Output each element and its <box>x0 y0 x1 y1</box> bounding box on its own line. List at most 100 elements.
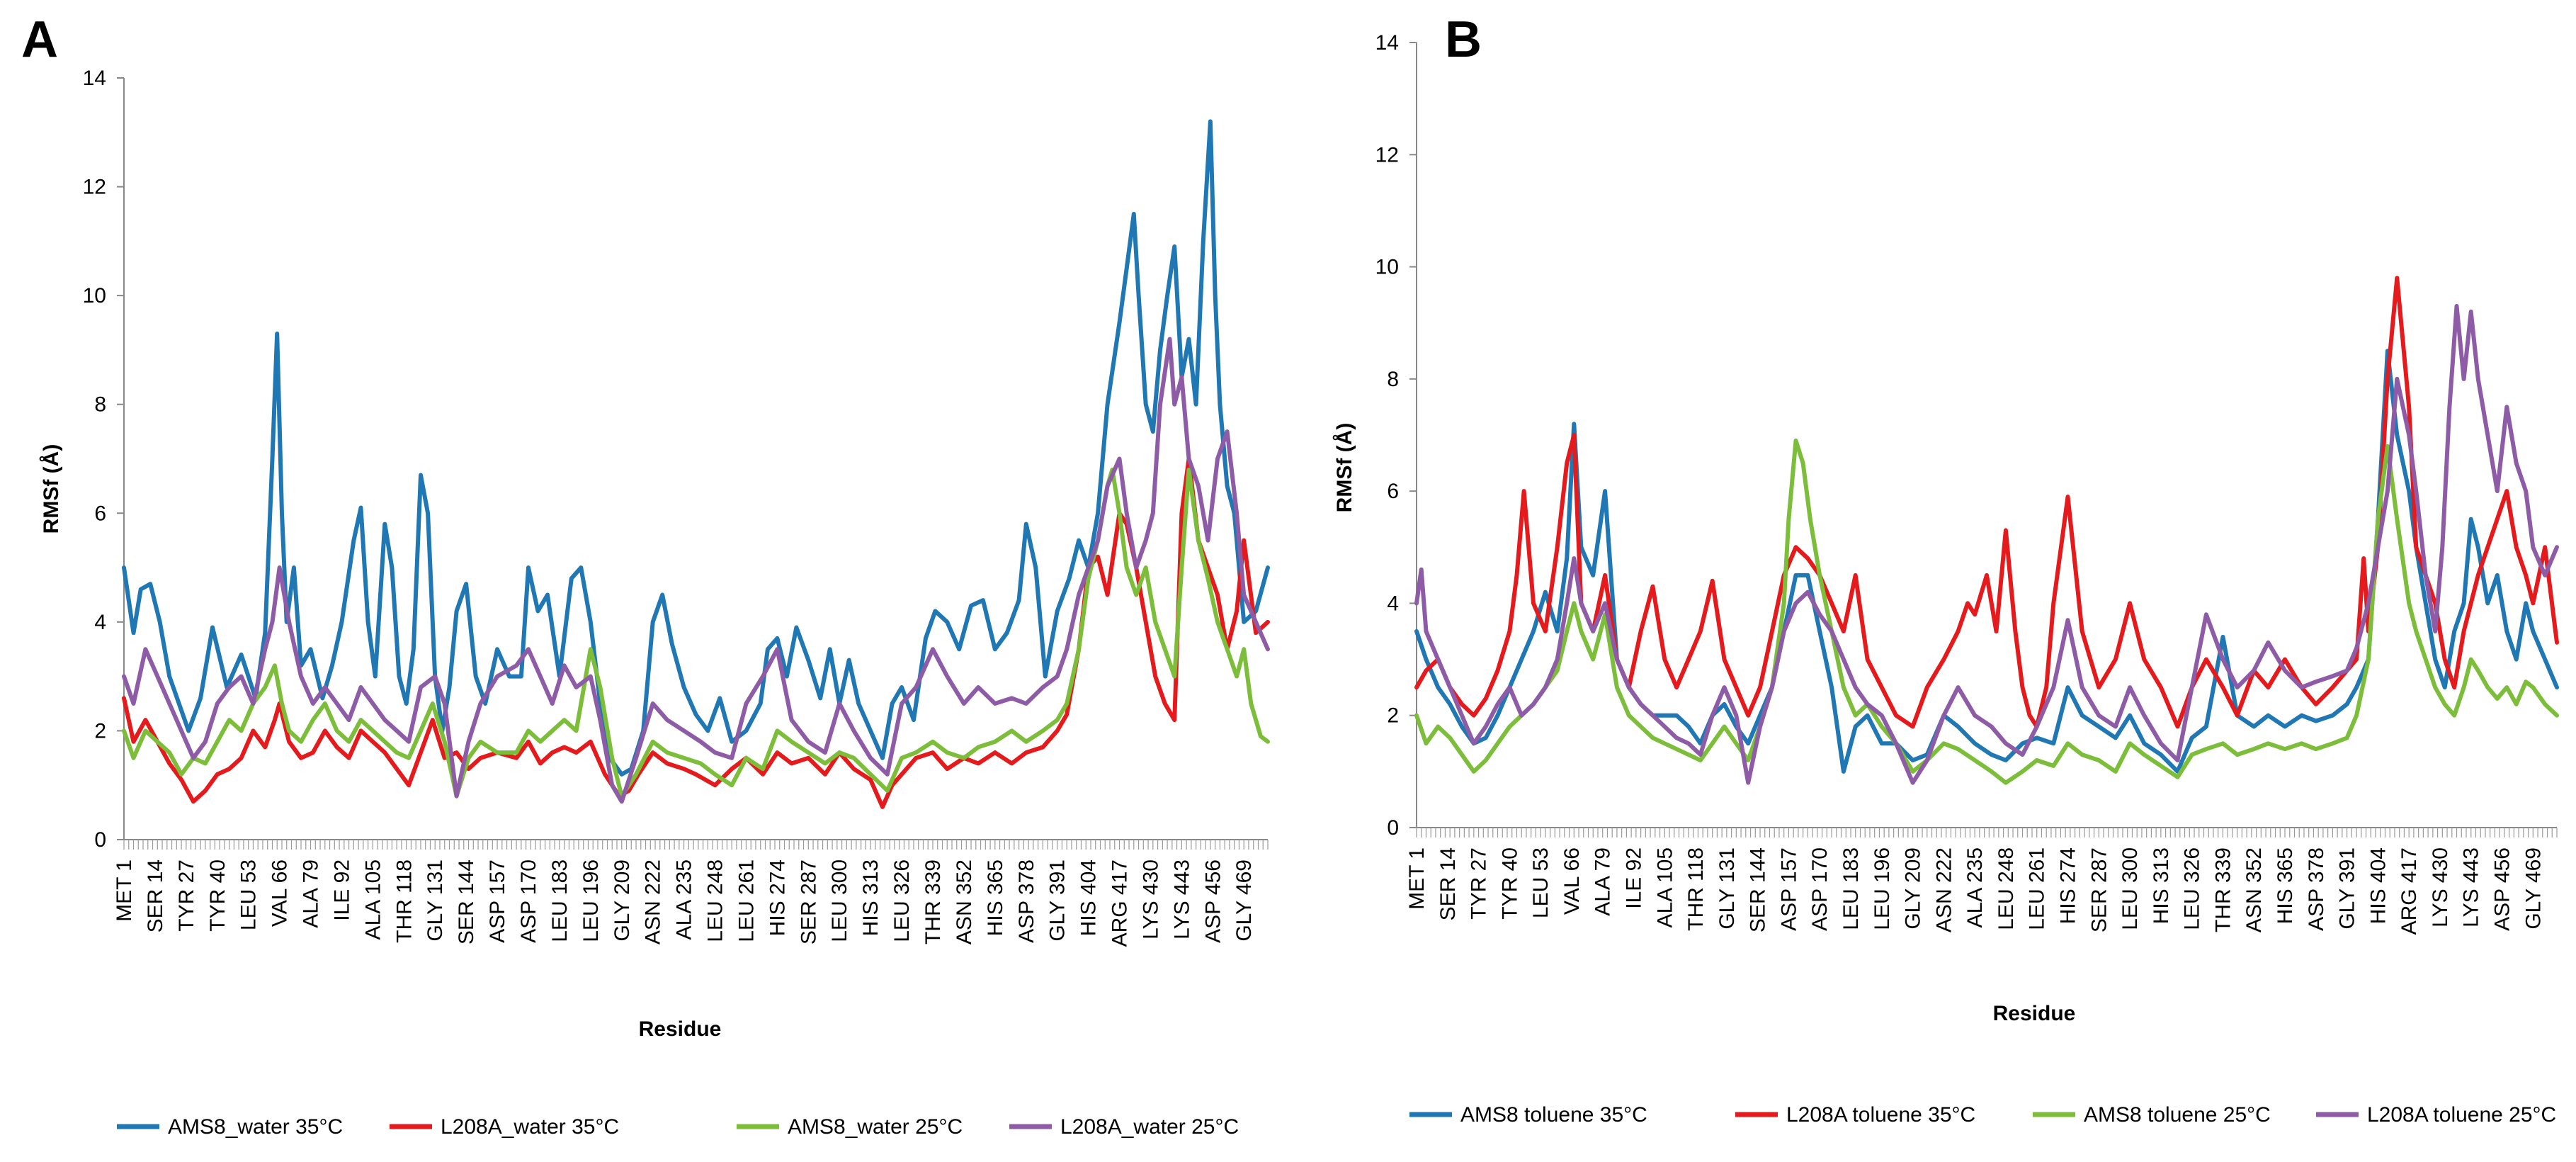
chart-b-x-tick-label: HIS 365 <box>2274 847 2297 924</box>
chart-b-legend-label-2: L208A toluene 35°C <box>1786 1103 1975 1127</box>
chart-a-series-line-4 <box>122 337 1270 804</box>
chart-b-x-tick-label: THR 339 <box>2211 847 2235 932</box>
chart-a-y-axis-title: RMSf (Å) <box>40 444 63 534</box>
panel-letter-a: A <box>21 11 58 68</box>
chart-a-x-tick-label: LEU 196 <box>579 859 603 942</box>
chart-b-x-tick-label: LEU 261 <box>2026 847 2049 930</box>
chart-a-x-tick-label: THR 118 <box>392 859 416 943</box>
chart-a-x-tick-label: ALA 79 <box>300 859 323 928</box>
chart-a-x-tick-label: LEU 183 <box>548 859 572 942</box>
chart-b-x-tick-label: ASN 222 <box>1932 847 1956 932</box>
chart-b-series-line-3 <box>1414 438 2559 785</box>
chart-b-x-tick-label: ALA 105 <box>1653 847 1676 927</box>
chart-b-x-tick-label: ASN 352 <box>2242 847 2266 932</box>
chart-a-x-tick-label: ARG 417 <box>1108 859 1132 947</box>
chart-b-x-tick-label: ASP 170 <box>1808 847 1832 931</box>
chart-b-y-tick-label: 8 <box>1387 368 1399 391</box>
chart-a-x-tick-label: GLY 391 <box>1046 859 1069 942</box>
chart-b-x-axis-title: Residue <box>1993 1002 2076 1025</box>
chart-b-x-tick-label: ARG 417 <box>2398 847 2421 935</box>
chart-a-x-tick-label: HIS 404 <box>1077 859 1101 936</box>
chart-b-y-tick-label: 6 <box>1387 480 1399 503</box>
chart-b-x-tick-label: LEU 326 <box>2181 847 2204 930</box>
chart-a-x-tick-label: LYS 430 <box>1139 859 1162 940</box>
chart-a-series-line-3 <box>122 467 1270 799</box>
chart-b-y-tick-label: 0 <box>1387 816 1399 840</box>
chart-b-x-tick-label: LYS 430 <box>2429 847 2452 927</box>
chart-a-x-tick-label: ALA 235 <box>673 859 696 940</box>
chart-a-series-line-1 <box>122 119 1270 777</box>
chart-a-x-tick-label: ASN 222 <box>642 859 665 944</box>
chart-a-legend-label-3: AMS8_water 25°C <box>788 1115 963 1139</box>
chart-b-x-tick-label: LYS 443 <box>2460 847 2483 927</box>
chart-a-x-tick-label: LEU 261 <box>734 859 758 942</box>
chart-a-legend-label-1: AMS8_water 35°C <box>168 1115 343 1139</box>
chart-b-x-tick-label: ALA 79 <box>1591 847 1615 916</box>
chart-b-x-tick-label: SER 144 <box>1747 847 1770 932</box>
chart-b-x-tick-label: LEU 248 <box>1995 847 2018 930</box>
chart-a-x-tick-label: LYS 443 <box>1170 859 1193 940</box>
chart-a-x-tick-label: ASP 157 <box>486 859 509 943</box>
chart-a-x-tick-label: LEU 53 <box>237 859 261 930</box>
chart-a-x-axis-title: Residue <box>639 1017 722 1041</box>
chart-a-x-tick-label: TYR 40 <box>206 859 229 932</box>
chart-a-legend-label-4: L208A_water 25°C <box>1060 1115 1239 1139</box>
chart-panel-b: B RMSf (Å) Residue 0 2 4 6 8 10 12 14 MET 1 SER 1… <box>1333 11 2559 1127</box>
chart-b-y-tick-label: 4 <box>1387 592 1399 615</box>
chart-a-x-tick-label: THR 339 <box>921 859 945 944</box>
chart-b-y-tick-label: 2 <box>1387 704 1399 728</box>
chart-b-legend-label-4: L208A toluene 25°C <box>2367 1103 2556 1127</box>
chart-b-x-tick-label: ASP 378 <box>2305 847 2328 931</box>
chart-b-x-tick-label: LEU 300 <box>2118 847 2142 930</box>
chart-b-x-tick-label: ILE 92 <box>1623 847 1646 909</box>
chart-b-x-tick-label: GLY 391 <box>2336 847 2359 930</box>
chart-b-x-tick-label: LEU 53 <box>1529 847 1553 918</box>
chart-b-x-tick-label: LEU 196 <box>1871 847 1894 930</box>
chart-a-x-tick-label: GLY 131 <box>424 859 447 942</box>
panel-letter-b: B <box>1445 11 1482 68</box>
chart-b-x-tick-label: VAL 66 <box>1560 847 1584 915</box>
chart-a-y-tick-label: 6 <box>94 502 106 525</box>
chart-b-legend-label-1: AMS8 toluene 35°C <box>1460 1103 1647 1127</box>
chart-b-x-tick-label: MET 1 <box>1405 847 1429 910</box>
chart-b-series-line-4 <box>1414 304 2559 785</box>
chart-b-y-tick-label: 14 <box>1375 31 1399 55</box>
chart-b-x-tick-label: ALA 235 <box>1963 847 1987 927</box>
chart-a-x-tick-label: ASP 378 <box>1015 859 1038 943</box>
chart-a-y-tick-label: 8 <box>94 393 106 417</box>
chart-a-x-tick-label: ASP 456 <box>1201 859 1225 943</box>
chart-b-x-tick-label: TYR 40 <box>1498 847 1521 920</box>
chart-a-x-tick-label: ILE 92 <box>330 859 353 921</box>
chart-b-x-tick-label: GLY 131 <box>1715 847 1739 930</box>
chart-a-x-tick-label: SER 14 <box>144 859 167 932</box>
chart-b-x-tick-label: HIS 404 <box>2366 847 2390 924</box>
chart-b-legend-label-3: AMS8 toluene 25°C <box>2084 1103 2271 1127</box>
chart-panel-a: A RMSf (Å) Residue 0 2 4 6 8 10 12 14 MET 1 SER 1… <box>21 11 1270 1139</box>
chart-a-y-tick-label: 0 <box>94 828 106 852</box>
chart-a-x-tick-label: HIS 365 <box>984 859 1007 936</box>
chart-a-x-tick-label: SER 287 <box>797 859 820 944</box>
chart-b-y-tick-label: 12 <box>1375 143 1399 167</box>
chart-b-x-tick-label: LEU 183 <box>1839 847 1863 930</box>
chart-b-x-tick-label: SER 287 <box>2087 847 2111 932</box>
chart-a-x-tick-label: TYR 27 <box>175 859 198 932</box>
chart-a-y-tick-label: 2 <box>94 719 106 743</box>
chart-a-x-tick-label: HIS 313 <box>859 859 883 936</box>
chart-b-x-tick-label: SER 14 <box>1436 847 1460 920</box>
chart-b-x-tick-label: TYR 27 <box>1468 847 1491 920</box>
chart-a-legend-label-2: L208A_water 35°C <box>441 1115 619 1139</box>
chart-a-y-tick-label: 10 <box>83 284 106 308</box>
chart-a-x-tick-label: LEU 300 <box>828 859 851 942</box>
chart-a-x-tick-label: MET 1 <box>113 859 136 922</box>
chart-a-y-tick-label: 12 <box>83 176 106 199</box>
chart-a-x-tick-label: SER 144 <box>455 859 478 944</box>
chart-a-x-tick-label: LEU 248 <box>704 859 727 942</box>
chart-a-x-tick-label: GLY 209 <box>611 859 634 942</box>
chart-b-x-tick-label: ASP 157 <box>1777 847 1800 931</box>
chart-a-x-tick-label: GLY 469 <box>1232 859 1256 942</box>
chart-b-x-tick-label: GLY 209 <box>1902 847 1925 930</box>
chart-b-y-axis-title: RMSf (Å) <box>1333 423 1356 513</box>
chart-b-x-tick-label: HIS 313 <box>2150 847 2173 924</box>
chart-a-x-tick-label: VAL 66 <box>268 859 292 927</box>
